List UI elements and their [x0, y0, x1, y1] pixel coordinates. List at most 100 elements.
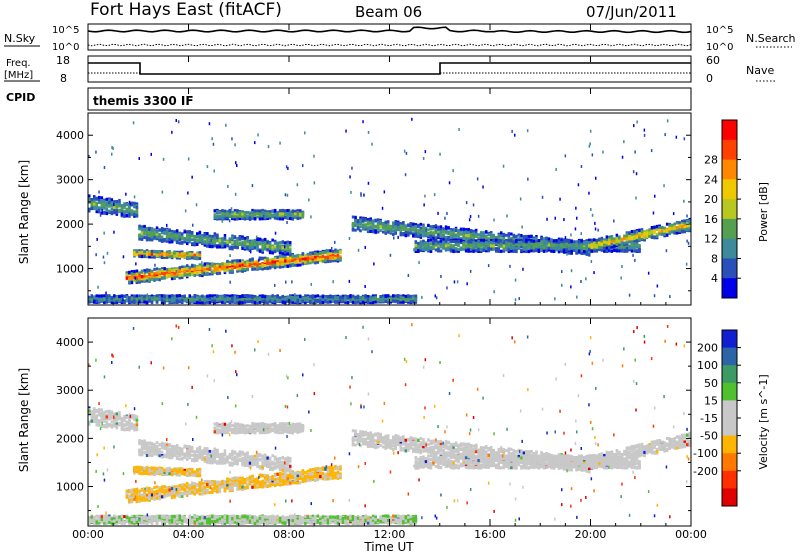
power-cell [452, 249, 455, 253]
power-cell [163, 276, 166, 280]
power-cell [359, 219, 362, 222]
freq-unit: [MHz] [4, 70, 33, 81]
power-cell [140, 298, 144, 302]
power-cell [490, 231, 493, 234]
power-cell [374, 224, 377, 228]
power-cell [150, 235, 154, 239]
power-cell [417, 224, 420, 228]
power-cell [502, 237, 506, 241]
power-cell [213, 216, 217, 220]
power-cell [191, 267, 194, 271]
power-cell [359, 222, 362, 226]
power-cell [520, 236, 523, 240]
power-cell [497, 249, 500, 253]
power-cell [191, 298, 194, 302]
power-cell [296, 254, 299, 258]
power-cell [422, 245, 425, 249]
power-cell [228, 240, 232, 244]
power-cell [118, 299, 121, 303]
power-cell [138, 233, 141, 237]
power-cell [608, 242, 611, 246]
power-cell [261, 211, 264, 215]
power-cell [681, 230, 684, 234]
power-cell [512, 240, 516, 244]
power-cell [668, 224, 671, 228]
power-cell [598, 247, 601, 251]
power-cell [289, 243, 292, 247]
power-cell [515, 250, 518, 254]
power-cell [221, 209, 224, 213]
power-cell [223, 234, 227, 237]
power-cell [173, 300, 176, 304]
power-cell [223, 241, 227, 245]
power-cell [281, 215, 284, 219]
power-cell [201, 274, 204, 278]
power-cell [464, 245, 468, 249]
power-cell [175, 256, 179, 260]
power-cell [469, 247, 473, 251]
power-cell [570, 245, 573, 249]
power-cell [231, 215, 234, 219]
power-cell [253, 241, 257, 245]
power-cell [218, 241, 222, 245]
power-cell [148, 295, 151, 299]
power-cell [555, 247, 558, 251]
power-cell [175, 254, 179, 258]
power-cell [110, 207, 114, 211]
power-cell [160, 239, 164, 243]
power-cell [118, 200, 121, 204]
power-cell [361, 227, 365, 231]
power-cell [113, 211, 116, 215]
power-cell [88, 298, 91, 302]
power-cell [402, 233, 405, 237]
power-cell [655, 224, 659, 228]
power-cell [183, 252, 186, 256]
power-cell [178, 250, 181, 254]
power-cell [474, 239, 478, 243]
power-cell [515, 246, 518, 250]
power-cell [140, 250, 144, 254]
power-cell [233, 266, 237, 269]
power-cell [550, 242, 553, 246]
power-cell [595, 249, 598, 253]
power-cell [688, 227, 691, 231]
power-cell [309, 259, 312, 263]
power-cell [424, 244, 428, 247]
power-cell [281, 210, 284, 214]
power-cell [165, 239, 169, 243]
power-cell [105, 201, 109, 205]
power-cell [457, 248, 460, 252]
power-cell [474, 245, 478, 249]
power-cell [542, 242, 546, 246]
power-cell [241, 269, 244, 273]
power-cell [459, 232, 463, 236]
power-cell [339, 255, 342, 259]
date-title: 07/Jun/2011 [586, 3, 677, 21]
power-cell [266, 244, 269, 248]
power-cell [218, 245, 222, 249]
power-cell [186, 267, 189, 271]
power-cell [675, 228, 679, 232]
power-cell [678, 229, 681, 233]
power-cell [447, 246, 450, 250]
power-cell [278, 249, 282, 253]
power-cell [326, 252, 330, 256]
power-cell [273, 213, 277, 217]
power-cell [150, 269, 154, 273]
power-cell [125, 202, 129, 206]
power-cell [537, 246, 541, 250]
power-cell [113, 296, 116, 300]
power-cell [155, 230, 159, 234]
power-cell [170, 254, 174, 258]
power-cell [404, 227, 408, 230]
power-cell [321, 257, 325, 261]
power-cell [301, 215, 305, 219]
power-cell [319, 253, 322, 257]
power-cell [278, 244, 282, 248]
cpid-value: themis 3300 IF [93, 94, 194, 108]
power-cell [175, 274, 179, 278]
power-cell [490, 237, 493, 241]
power-cell [188, 255, 191, 259]
power-cell [359, 229, 362, 233]
power-cell [527, 250, 531, 254]
